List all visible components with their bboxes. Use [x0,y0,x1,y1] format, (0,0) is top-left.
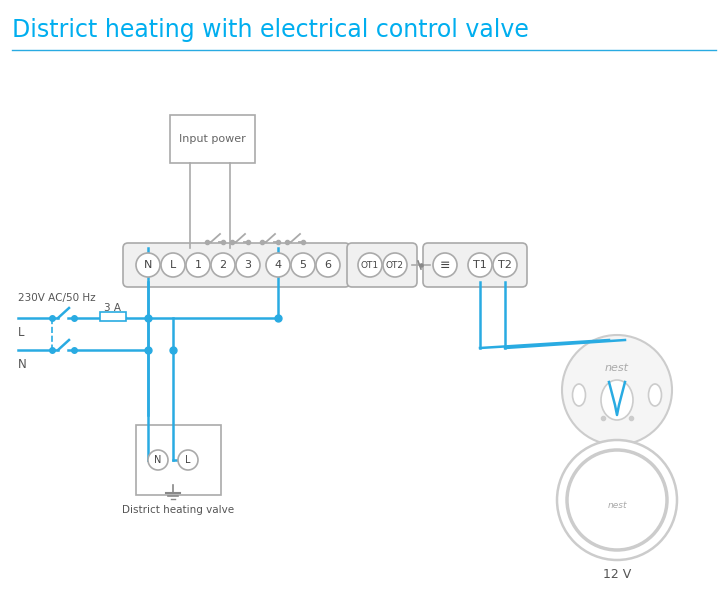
Circle shape [468,253,492,277]
FancyBboxPatch shape [170,115,255,163]
Circle shape [567,450,667,550]
Text: 5: 5 [299,260,306,270]
Text: District heating with electrical control valve: District heating with electrical control… [12,18,529,42]
Text: nest: nest [605,363,629,373]
Circle shape [161,253,185,277]
Text: T2: T2 [498,260,512,270]
Text: T1: T1 [473,260,487,270]
Text: OT2: OT2 [386,261,404,270]
FancyBboxPatch shape [347,243,417,287]
Text: 3: 3 [245,260,251,270]
Text: N: N [154,455,162,465]
Circle shape [562,335,672,445]
Text: 1: 1 [194,260,202,270]
Circle shape [266,253,290,277]
Circle shape [358,253,382,277]
Circle shape [236,253,260,277]
Circle shape [178,450,198,470]
Text: OT1: OT1 [361,261,379,270]
Circle shape [383,253,407,277]
Text: L: L [170,260,176,270]
Text: 3 A: 3 A [105,303,122,313]
Text: 230V AC/50 Hz: 230V AC/50 Hz [18,293,95,303]
Text: N: N [144,260,152,270]
FancyBboxPatch shape [136,425,221,495]
Circle shape [136,253,160,277]
Circle shape [316,253,340,277]
Text: 4: 4 [274,260,282,270]
FancyBboxPatch shape [100,312,126,321]
Text: District heating valve: District heating valve [122,505,234,515]
FancyBboxPatch shape [123,243,350,287]
Circle shape [148,450,168,470]
Text: 6: 6 [325,260,331,270]
Text: L: L [18,326,25,339]
Ellipse shape [601,380,633,420]
Circle shape [433,253,457,277]
Ellipse shape [572,384,585,406]
Circle shape [291,253,315,277]
Text: 12 V: 12 V [603,568,631,581]
Text: ≡: ≡ [440,258,450,271]
Circle shape [493,253,517,277]
Circle shape [211,253,235,277]
FancyBboxPatch shape [423,243,527,287]
Text: L: L [185,455,191,465]
Text: nest: nest [607,501,627,510]
Circle shape [186,253,210,277]
Text: 2: 2 [219,260,226,270]
Ellipse shape [649,384,662,406]
Circle shape [557,440,677,560]
Text: Input power: Input power [179,134,246,144]
Text: N: N [18,358,27,371]
